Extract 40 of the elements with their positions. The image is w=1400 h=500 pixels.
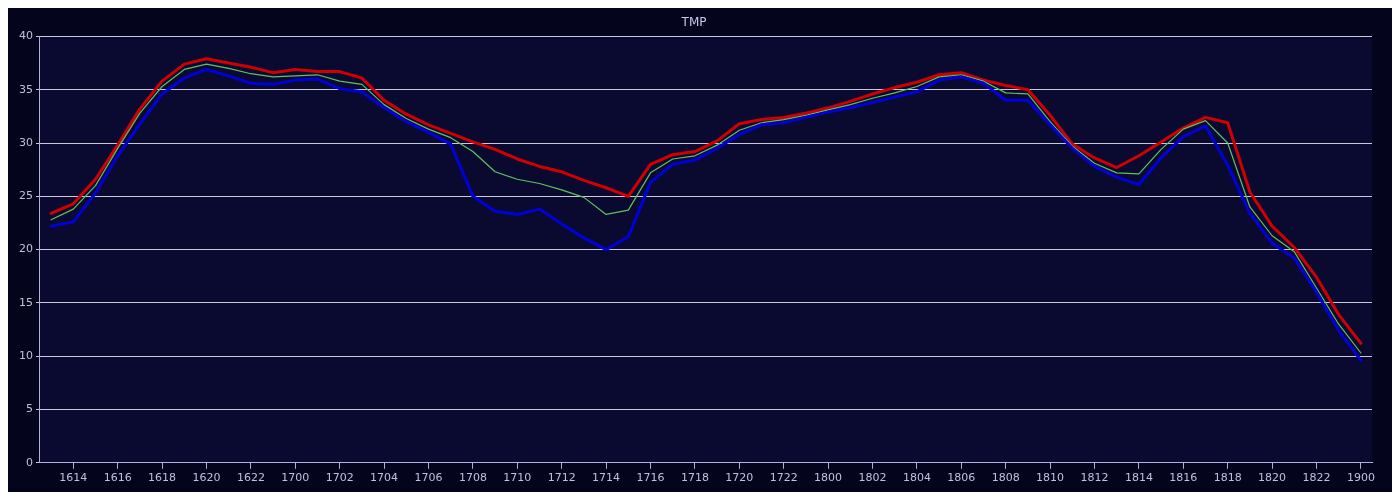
x-tick-label: 1714 [592, 471, 621, 485]
x-tick-label: 1702 [325, 471, 354, 485]
y-tick-label: 35 [19, 82, 33, 96]
y-tick-label: 40 [19, 29, 33, 43]
x-tick-label: 1810 [1036, 471, 1065, 485]
x-tick-label: 1710 [503, 471, 532, 485]
x-tick-label: 1618 [148, 471, 177, 485]
x-tick-label: 1706 [414, 471, 443, 485]
x-tick-label: 1622 [236, 471, 265, 485]
x-tick-label: 1804 [902, 471, 931, 485]
y-tick-label: 0 [26, 455, 33, 469]
x-tick-label: 1716 [636, 471, 665, 485]
x-tick-label: 1822 [1302, 471, 1331, 485]
x-tick-label: 1700 [281, 471, 310, 485]
x-tick-label: 1720 [725, 471, 754, 485]
x-tick-label: 1722 [769, 471, 798, 485]
x-tick-label: 1712 [547, 471, 576, 485]
x-tick-label: 1802 [858, 471, 887, 485]
x-tick-label: 1806 [947, 471, 976, 485]
x-tick-label: 1816 [1169, 471, 1198, 485]
x-tick-label: 1820 [1258, 471, 1287, 485]
x-tick-label: 1614 [59, 471, 88, 485]
x-tick-label: 1900 [1346, 471, 1375, 485]
x-tick-label: 1704 [370, 471, 399, 485]
x-tick-label: 1818 [1213, 471, 1242, 485]
y-tick-label: 30 [19, 135, 33, 149]
y-tick-label: 15 [19, 295, 33, 309]
y-tick-label: 10 [19, 349, 33, 363]
x-tick-label: 1616 [103, 471, 132, 485]
chart-title: TMP [680, 15, 707, 30]
x-tick-label: 1620 [192, 471, 221, 485]
x-tick-label: 1812 [1080, 471, 1109, 485]
x-tick-label: 1808 [991, 471, 1020, 485]
y-tick-label: 5 [26, 402, 33, 416]
x-tick-label: 1800 [814, 471, 843, 485]
x-tick-label: 1708 [458, 471, 487, 485]
y-tick-label: 20 [19, 242, 33, 256]
x-tick-label: 1814 [1124, 471, 1153, 485]
x-tick-label: 1718 [680, 471, 709, 485]
y-tick-label: 25 [19, 189, 33, 203]
